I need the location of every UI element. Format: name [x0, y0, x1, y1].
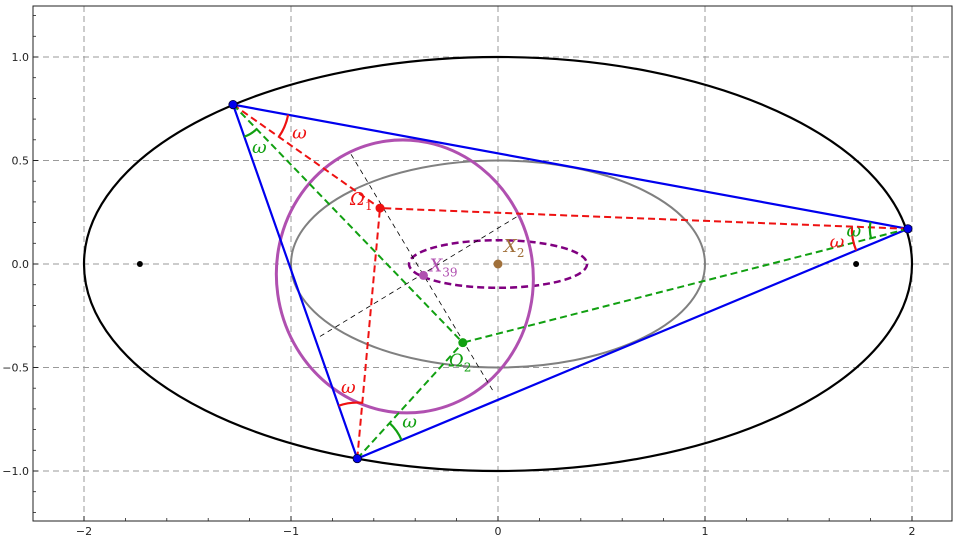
brocard-1-cevian	[232, 103, 381, 209]
outer-ellipse	[82, 55, 914, 473]
x-tick-label: 1	[702, 525, 709, 538]
omega-arc-green	[868, 221, 873, 239]
x39-point	[418, 270, 428, 280]
y-tick-label: 0.5	[12, 155, 30, 168]
omega-arc-red	[277, 114, 290, 138]
x-tick-label: 2	[909, 525, 916, 538]
magenta-ellipse	[274, 138, 535, 415]
omega-arc-red	[338, 401, 363, 407]
focus-point	[136, 261, 143, 267]
omega-angle-label: ω	[847, 221, 862, 242]
omega-arc-red	[850, 226, 858, 251]
brocard-inellipse-dashed	[407, 238, 589, 290]
omega-angle-label: ω	[830, 232, 845, 253]
tick-labels: −2 −1 0 1 2 1.0 0.5 0.0 −0.5 −1.0	[2, 51, 915, 538]
y-tick-label: 0.0	[12, 258, 30, 271]
y-tick-label: 1.0	[12, 51, 30, 64]
centroid-point	[493, 259, 503, 269]
omega2-label: Ω2	[448, 351, 472, 375]
triangle-vertex	[228, 100, 238, 110]
axes-frame	[32, 5, 953, 522]
x-tick-label: −1	[283, 525, 299, 538]
x-tick-label: 0	[495, 525, 502, 538]
brocard-1-cevian	[356, 208, 382, 459]
y-tick-label: −0.5	[2, 362, 29, 375]
omega-angle-label: ω	[341, 377, 356, 398]
grid-lines	[33, 6, 952, 521]
cevian-lines	[231, 103, 909, 460]
x2-label: X2	[502, 236, 524, 260]
omega-angle-label: ω	[252, 137, 267, 158]
omega1-label: Ω1	[349, 189, 373, 213]
omega-angle-label: ω	[402, 412, 417, 433]
x39-label: X39	[427, 255, 457, 279]
x-tick-label: −2	[76, 525, 92, 538]
triangle-vertex	[352, 453, 362, 464]
curves-layer	[82, 55, 914, 473]
omega-arc-green	[243, 128, 258, 138]
points-layer	[136, 100, 913, 464]
omega-angle-label: ω	[292, 123, 307, 144]
triangle-vertex	[903, 224, 913, 234]
brocard-point-2	[458, 338, 468, 348]
brocard-2-cevian	[356, 341, 464, 460]
brocard-point-1	[375, 203, 385, 213]
omega-arc-green	[388, 422, 403, 441]
y-tick-label: −1.0	[2, 465, 29, 478]
inner-ellipse	[290, 159, 706, 369]
triangle	[231, 103, 909, 460]
brocard-1-cevian	[379, 207, 908, 230]
focus-point	[853, 261, 860, 267]
brocard-2-cevian	[232, 103, 464, 344]
